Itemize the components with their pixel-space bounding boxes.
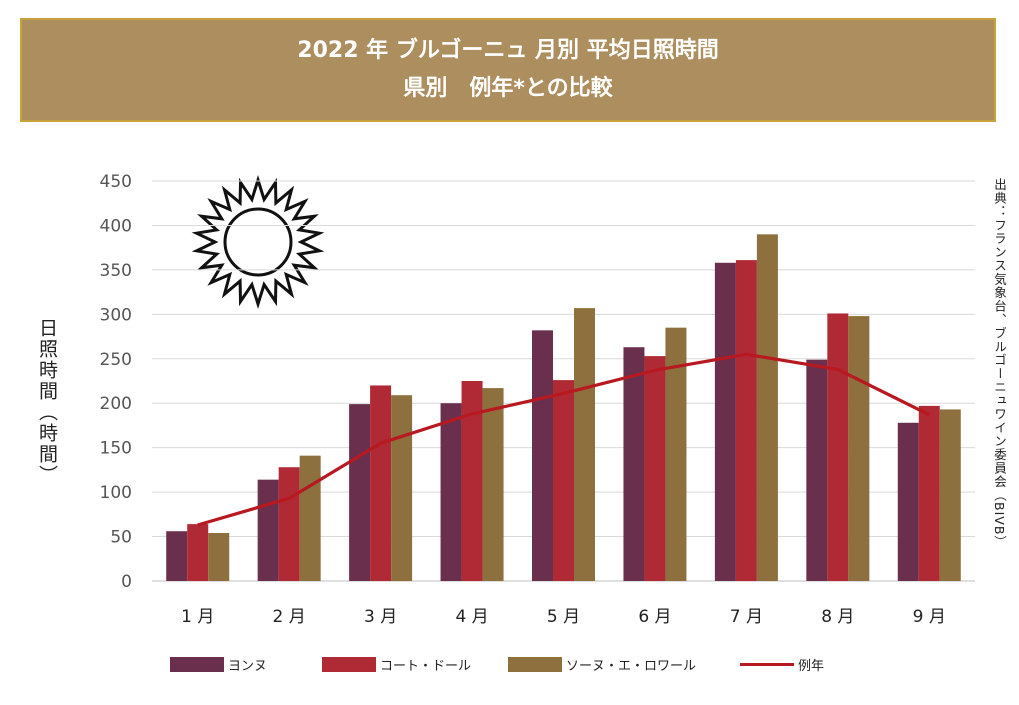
bar [574,308,595,581]
bar [461,381,483,581]
chart-title-box: 2022 年 ブルゴーニュ 月別 平均日照時間 県別 例年*との比較 [20,18,996,122]
legend-label-yonne: ヨンヌ [228,659,268,674]
x-tick-label: 2 月 [273,607,306,627]
bar [482,388,504,581]
y-axis-label: 日照時間（時間） [36,318,58,486]
bar [756,234,778,582]
bar [370,385,392,581]
bar [349,404,371,581]
source-note: 出典：フランス気象台、ブルゴーニュワイン委員会（BIVB） [992,178,1007,549]
bar [623,347,645,581]
legend-swatch-saone-et-loire [508,657,562,672]
x-tick-label: 4 月 [455,607,488,627]
bar [665,327,687,581]
y-tick-label: 200 [100,394,132,414]
bar [897,422,919,581]
bar [187,524,209,581]
legend-item-average: 例年 [740,655,824,674]
bar [918,405,940,581]
bar [440,403,462,581]
legend-label-average: 例年 [798,659,825,674]
x-tick-label: 7 月 [730,607,763,627]
x-tick-label: 1 月 [181,607,214,627]
y-tick-label: 150 [100,439,132,459]
chart-title-line1: 2022 年 ブルゴーニュ 月別 平均日照時間 [297,38,719,63]
bar [806,359,828,581]
line-series-average [197,352,930,527]
y-tick-label: 100 [100,483,132,503]
legend-label-cote-dor: コート・ドール [380,659,472,674]
x-tick-label: 9 月 [913,607,946,627]
chart-title-line2: 県別 例年*との比較 [403,76,613,101]
y-tick-label: 300 [100,305,132,325]
y-tick-label: 50 [110,528,132,548]
bar [208,533,230,581]
y-tick-label: 450 [100,172,132,192]
bar [553,380,574,581]
bar [299,455,321,581]
bar [278,467,300,581]
legend-label-saone-et-loire: ソーヌ・エ・ロワール [566,659,697,674]
legend-item-saone-et-loire: ソーヌ・エ・ロワール [508,655,696,674]
y-tick-label: 350 [100,261,132,281]
y-tick-label: 0 [121,572,132,592]
bar [532,330,553,581]
legend-swatch-cote-dor [322,657,376,672]
legend-item-yonne: ヨンヌ [170,655,267,674]
y-tick-label: 250 [100,350,132,370]
bar [166,531,188,581]
x-tick-label: 8 月 [821,607,854,627]
chart-legend: ヨンヌ コート・ドール ソーヌ・エ・ロワール 例年 [0,655,1019,679]
legend-swatch-average [740,663,794,666]
bar [644,356,666,581]
bar [848,316,870,581]
legend-item-cote-dor: コート・ドール [322,655,471,674]
bar [827,313,849,581]
legend-swatch-yonne [170,657,224,672]
x-tick-label: 6 月 [638,607,671,627]
bar [257,479,279,581]
bar [939,409,961,581]
bar [735,260,757,581]
bar [714,262,736,581]
sun-icon [191,174,325,310]
x-tick-label: 5 月 [547,607,580,627]
x-tick-label: 3 月 [364,607,397,627]
bar [391,395,413,581]
y-tick-label: 400 [100,216,132,236]
